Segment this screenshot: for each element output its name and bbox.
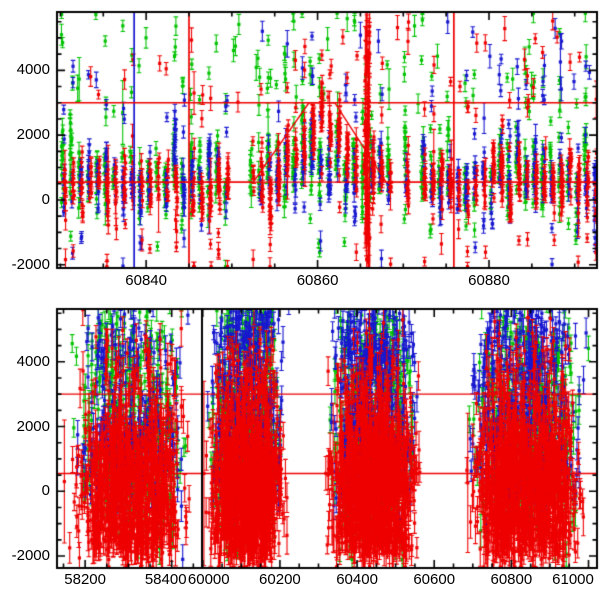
bottom-x-tick-label: 60000	[187, 571, 230, 588]
bottom-x-tick-label: 58400	[144, 571, 187, 588]
bottom-x-tick-label: 58200	[64, 571, 106, 588]
bottom-y-tick-label: 4000	[16, 352, 50, 370]
bottom-x-tick-label: 60200	[259, 571, 301, 588]
top-x-tick-label: 60880	[468, 272, 510, 289]
bottom-y-tick-label: 2000	[16, 417, 50, 435]
bottom-x-tick-label: 60800	[490, 571, 533, 588]
bottom-y-tick-label: -2000	[11, 547, 50, 565]
top-y-tick-label: 2000	[16, 126, 50, 144]
top-x-tick-label: 60840	[125, 272, 167, 289]
top-x-tick-label: 60860	[296, 272, 339, 289]
bottom-x-tick-label: 60600	[413, 571, 456, 588]
bottom-x-tick-label: 60400	[336, 571, 378, 588]
top-y-tick-label: -2000	[11, 255, 50, 273]
bottom-y-tick-label: 0	[41, 482, 50, 500]
top-y-tick-label: 0	[41, 190, 50, 208]
bottom-x-tick-label: 61000	[552, 571, 594, 588]
top-y-tick-label: 4000	[16, 61, 50, 79]
